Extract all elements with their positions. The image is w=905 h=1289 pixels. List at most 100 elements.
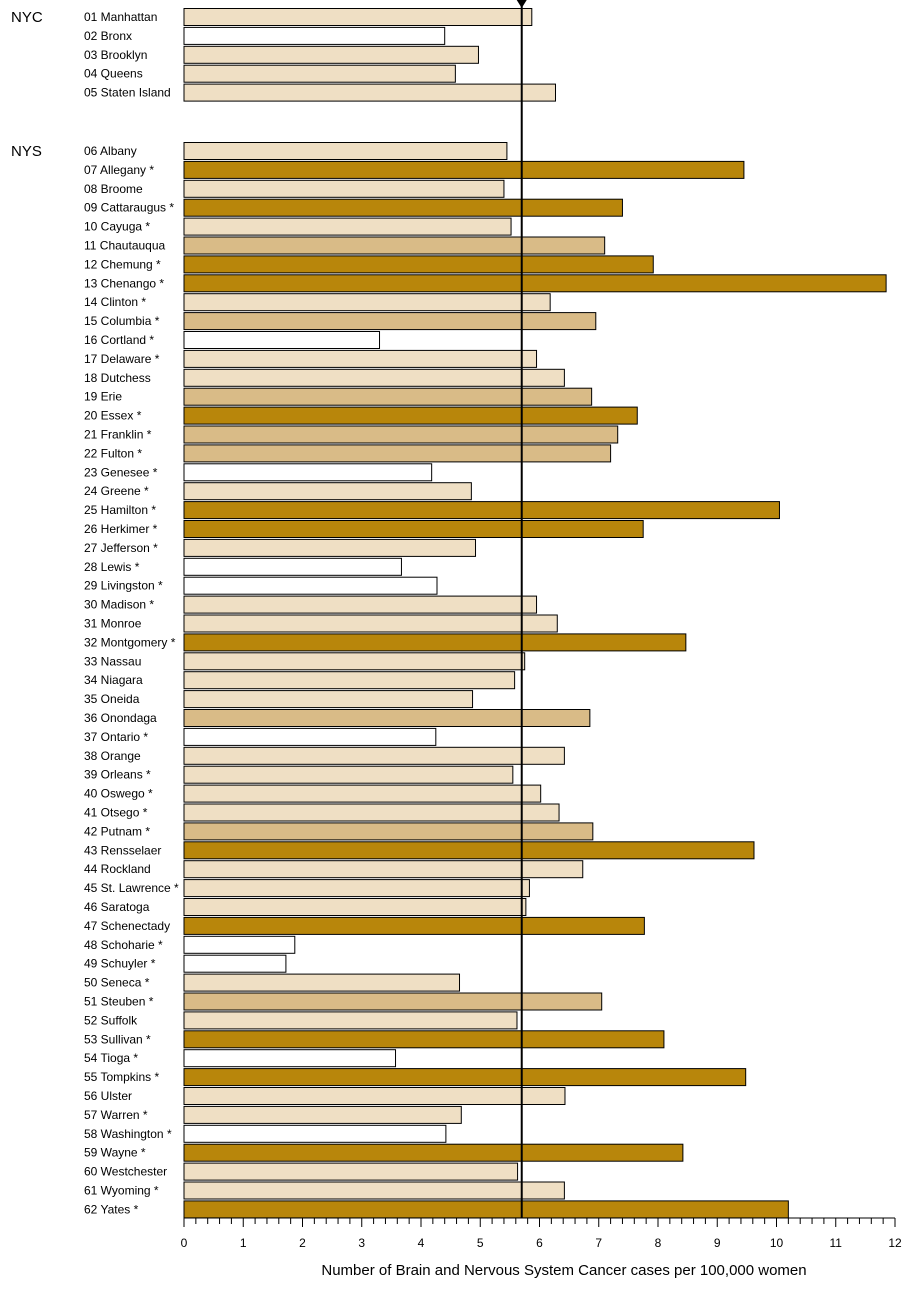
category-label-56-ulster: 56 Ulster <box>84 1089 132 1103</box>
bar-27-jefferson <box>183 538 477 557</box>
bar-08-broome <box>183 179 505 198</box>
bar-38-orange <box>183 746 565 765</box>
reference-marker-arrow-icon <box>516 0 527 8</box>
bar-28-lewis <box>183 557 402 576</box>
category-label-43-rensselaer: 43 Rensselaer <box>84 843 161 857</box>
bar-26-herkimer <box>183 520 644 538</box>
bar-19-erie <box>183 387 593 406</box>
bar-42-putnam <box>183 822 594 841</box>
bar-06-albany <box>183 142 508 160</box>
category-label-50-seneca: 50 Seneca * <box>84 976 150 990</box>
bar-53-sullivan <box>183 1030 665 1049</box>
bar-58-washington <box>183 1124 447 1143</box>
bar-07-allegany <box>183 160 745 179</box>
category-label-23-genesee: 23 Genesee * <box>84 465 158 479</box>
bar-15-columbia <box>183 312 597 331</box>
bar-12-chemung <box>183 255 654 274</box>
bar-13-chenango <box>183 274 887 293</box>
bar-51-steuben <box>183 992 603 1011</box>
category-label-39-orleans: 39 Orleans * <box>84 768 151 782</box>
bar-44-rockland <box>183 860 584 879</box>
bar-05-staten-island <box>183 83 556 102</box>
category-label-04-queens: 04 Queens <box>84 67 143 81</box>
category-label-09-cattaraugus: 09 Cattaraugus * <box>84 201 174 215</box>
category-label-58-washington: 58 Washington * <box>84 1127 172 1141</box>
category-label-54-tioga: 54 Tioga * <box>84 1051 138 1065</box>
category-label-27-jefferson: 27 Jefferson * <box>84 541 158 555</box>
bar-57-warren <box>183 1105 462 1124</box>
bar-33-nassau <box>183 652 526 671</box>
category-label-11-chautauqua: 11 Chautauqua <box>84 239 166 253</box>
bar-55-tompkins <box>183 1068 747 1087</box>
category-label-49-schuyler: 49 Schuyler * <box>84 957 156 971</box>
x-tick-label: 12 <box>888 1236 902 1250</box>
bar-50-seneca <box>183 973 461 992</box>
category-label-33-nassau: 33 Nassau <box>84 654 141 668</box>
bar-29-livingston <box>183 576 438 595</box>
category-label-47-schenectady: 47 Schenectady <box>84 919 170 933</box>
x-tick-label: 11 <box>830 1236 843 1250</box>
category-label-19-erie: 19 Erie <box>84 390 122 404</box>
bar-34-niagara <box>183 671 516 690</box>
category-label-15-columbia: 15 Columbia * <box>84 314 160 328</box>
bar-41-otsego <box>183 803 560 822</box>
bar-45-st-lawrence <box>183 879 530 898</box>
bar-52-suffolk <box>183 1011 518 1030</box>
category-label-53-sullivan: 53 Sullivan * <box>84 1032 151 1046</box>
bar-54-tioga <box>183 1049 397 1068</box>
category-label-42-putnam: 42 Putnam * <box>84 824 150 838</box>
bar-14-clinton <box>183 293 551 312</box>
category-label-60-westchester: 60 Westchester <box>84 1165 167 1179</box>
bar-23-genesee <box>183 463 433 482</box>
category-label-01-manhattan: 01 Manhattan <box>84 10 157 24</box>
category-label-05-staten-island: 05 Staten Island <box>84 86 171 100</box>
bar-43-rensselaer <box>183 841 755 860</box>
x-axis-title: Number of Brain and Nervous System Cance… <box>321 1262 806 1279</box>
category-label-07-allegany: 07 Allegany * <box>84 163 154 177</box>
bar-59-wayne <box>183 1143 684 1162</box>
bar-40-oswego <box>183 784 542 803</box>
bar-46-saratoga <box>183 898 527 916</box>
group-label-nyc: NYC <box>11 9 43 26</box>
bar-32-montgomery <box>183 633 687 652</box>
x-tick-label: 6 <box>536 1236 543 1250</box>
category-label-40-oswego: 40 Oswego * <box>84 787 153 801</box>
bar-60-westchester <box>183 1162 519 1181</box>
category-label-25-hamilton: 25 Hamilton * <box>84 503 156 517</box>
x-tick-label: 7 <box>595 1236 602 1250</box>
bar-11-chautauqua <box>183 236 606 255</box>
category-label-34-niagara: 34 Niagara <box>84 673 143 687</box>
category-label-29-livingston: 29 Livingston * <box>84 579 163 593</box>
category-label-32-montgomery: 32 Montgomery * <box>84 635 176 649</box>
category-label-21-franklin: 21 Franklin * <box>84 428 152 442</box>
category-label-02-bronx: 02 Bronx <box>84 29 132 43</box>
category-label-08-broome: 08 Broome <box>84 182 143 196</box>
category-label-17-delaware: 17 Delaware * <box>84 352 160 366</box>
category-label-57-warren: 57 Warren * <box>84 1108 148 1122</box>
x-tick-label: 4 <box>418 1236 425 1250</box>
category-label-45-st-lawrence: 45 St. Lawrence * <box>84 881 179 895</box>
category-label-22-fulton: 22 Fulton * <box>84 446 142 460</box>
category-label-10-cayuga: 10 Cayuga * <box>84 220 150 234</box>
category-label-52-suffolk: 52 Suffolk <box>84 1013 138 1027</box>
bar-31-monroe <box>183 614 558 633</box>
category-label-38-orange: 38 Orange <box>84 749 141 763</box>
x-tick-label: 10 <box>770 1236 784 1250</box>
bar-20-essex <box>183 406 638 425</box>
category-label-20-essex: 20 Essex * <box>84 409 142 423</box>
category-label-48-schoharie: 48 Schoharie * <box>84 938 163 952</box>
x-tick-label: 5 <box>477 1236 484 1250</box>
category-label-61-wyoming: 61 Wyoming * <box>84 1184 159 1198</box>
category-label-13-chenango: 13 Chenango * <box>84 276 164 290</box>
category-label-31-monroe: 31 Monroe <box>84 617 142 631</box>
group-label-nys: NYS <box>11 143 42 160</box>
bar-30-madison <box>183 595 538 614</box>
bar-35-oneida <box>183 690 474 709</box>
bar-37-ontario <box>183 727 437 746</box>
bar-16-cortland <box>183 331 381 349</box>
bar-10-cayuga <box>183 217 512 236</box>
category-label-24-greene: 24 Greene * <box>84 484 149 498</box>
bar-04-queens <box>183 64 456 83</box>
category-label-59-wayne: 59 Wayne * <box>84 1146 146 1160</box>
category-label-18-dutchess: 18 Dutchess <box>84 371 151 385</box>
